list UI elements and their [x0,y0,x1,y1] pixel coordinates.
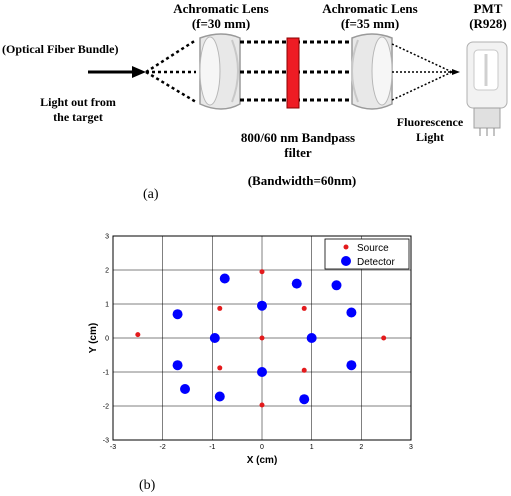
lens2-name: Achromatic Lens [322,1,418,16]
converging-rays [391,43,453,101]
y-tick-label: -2 [103,404,109,411]
tick-labels: -3 -2 -1 0 1 2 3 -3 -2 -1 0 1 2 3 [103,234,413,452]
light-out-label: Light out from the target [26,95,130,125]
source-point [135,332,141,338]
source-point [301,367,307,373]
detector-point [214,391,225,402]
y-axis-label: Y (cm) [88,323,99,353]
light-out-line1: Light out from [40,95,116,109]
source-point [259,402,265,408]
x-tick-label: 0 [260,444,264,451]
lens1-name: Achromatic Lens [173,1,269,16]
y-tick-label: 1 [105,302,109,309]
pmt-label: PMT (R928) [466,1,510,31]
focus-arrow-head [452,69,460,75]
bandwidth-label: (Bandwidth=60nm) [247,173,357,188]
lens1-label: Achromatic Lens (f=30 mm) [166,1,276,31]
input-arrow [88,66,146,78]
detector-point [172,309,183,320]
detector-point [180,384,191,394]
y-tick-label: -3 [103,438,109,445]
caption-b: (b) [139,478,156,493]
detector-point [172,360,183,371]
achromatic-lens-2 [351,33,393,110]
x-axis-label: X (cm) [247,455,278,466]
filter-label: 800/60 nm Bandpass filter [218,130,378,160]
detector-point [346,307,357,318]
fluorescence-label: Fluorescence Light [382,115,478,145]
detector-point [291,278,302,289]
x-tick-label: 2 [359,444,363,451]
x-tick-label: 3 [409,444,413,451]
diverging-rays [145,38,197,104]
detector-point [306,333,317,343]
data-points [135,269,387,408]
y-tick-label: -1 [103,370,109,377]
pmt-model: (R928) [469,16,507,31]
source-point [217,305,223,311]
x-tick-label: -1 [209,444,215,451]
detector-point [209,333,220,343]
legend-source-label: Source [357,243,389,254]
lens2-label: Achromatic Lens (f=35 mm) [312,1,428,31]
source-point [381,335,387,341]
x-tick-label: 1 [310,444,314,451]
legend-detector-marker [341,256,351,266]
x-tick-label: -3 [110,444,116,451]
y-tick-label: 3 [105,234,109,241]
detector-point [257,367,267,377]
bandpass-filter [286,37,300,109]
fiber-bundle-label: (Optical Fiber Bundle) [2,42,119,56]
source-point [301,305,307,311]
legend-detector-label: Detector [357,257,395,268]
y-tick-label: 2 [105,268,109,275]
legend-box [324,238,410,270]
filter-line1: 800/60 nm Bandpass [240,130,356,145]
source-point [217,365,223,371]
detector-point [257,300,267,311]
detector-point [299,394,310,405]
achromatic-lens-1 [199,33,241,110]
source-point [259,269,265,275]
detector-point [346,360,357,371]
x-tick-label: -2 [160,444,166,451]
fluorescence-line2: Light [415,130,444,144]
fluorescence-line1: Fluorescence [396,115,464,129]
detector-point [331,280,342,291]
pmt-name: PMT [473,1,503,16]
legend-source-marker [343,244,349,250]
source-point [259,335,265,341]
detector-point [219,273,230,284]
light-out-line2: the target [53,110,103,124]
pmt-detector [466,41,508,136]
y-tick-label: 0 [105,336,109,343]
caption-a: (a) [143,187,159,202]
lens2-focal-length: (f=35 mm) [340,16,400,31]
filter-line2: filter [284,145,312,160]
lens1-focal-length: (f=30 mm) [191,16,251,31]
legend: Source Detector [324,238,410,270]
